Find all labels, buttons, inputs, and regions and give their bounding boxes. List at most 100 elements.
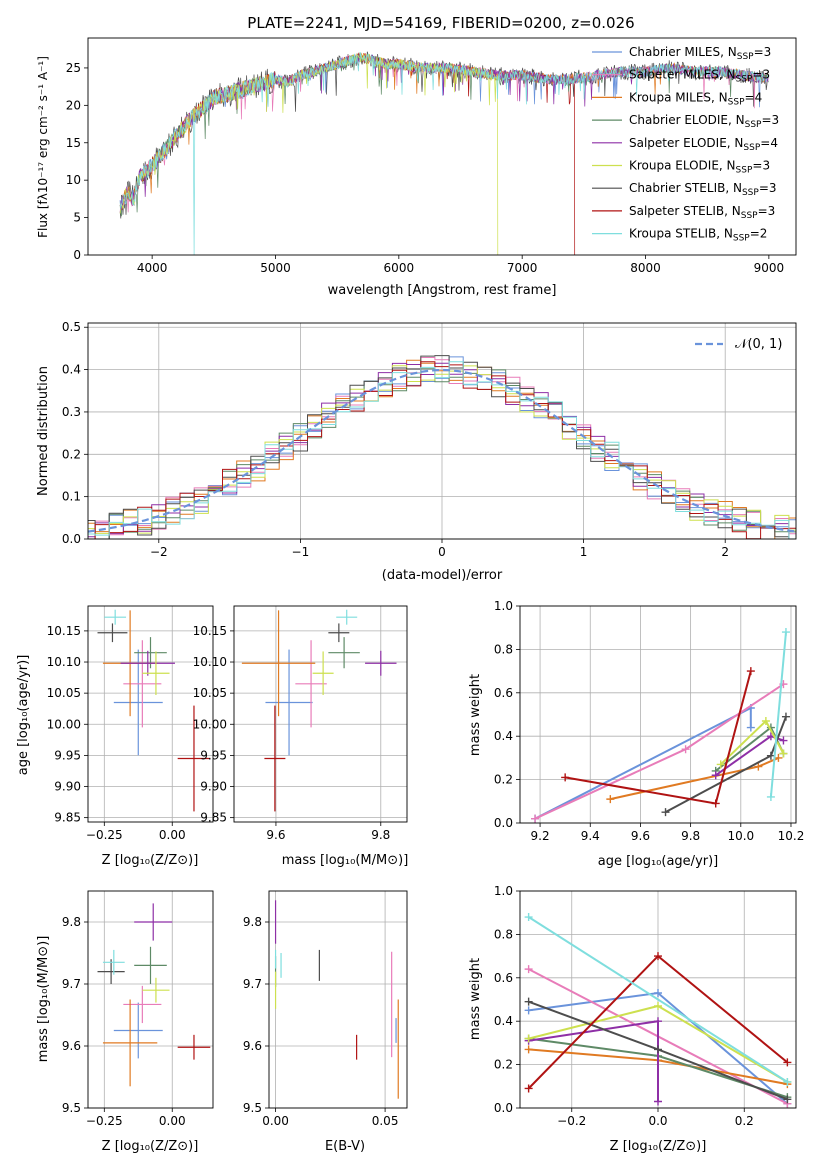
weight_vs_Z-marker (783, 1058, 792, 1067)
age_vs_mass-ytick-label: 10.05 (193, 686, 227, 700)
spectrum-xtick-label: 4000 (137, 261, 168, 275)
mass_vs_Z-points (97, 903, 211, 1087)
age_vs_Z-ytick-label: 10.00 (47, 717, 81, 731)
weight_vs_Z-marker (524, 1084, 533, 1093)
weight_vs_age-marker (766, 751, 775, 760)
mass_vs_ebv-axes: 0.00 0.05 9.5 9.6 9.7 9.8 (243, 891, 407, 1128)
mass_vs_Z-xtick-label: 0.00 (159, 1114, 186, 1128)
weight_vs_age-marker (561, 773, 570, 782)
age_vs_mass-axes: 9.6 9.8 9.85 9.90 9.95 10.00 10.05 10.10 10.15 (193, 606, 407, 842)
legend-label: Salpeter ELODIE, NSSP=4 (629, 136, 778, 153)
hist-lines (88, 355, 796, 539)
residual_hist-ytick-label: 0.3 (62, 405, 81, 419)
weight_vs_Z-marker (654, 988, 662, 997)
weight_vs_age-line (534, 706, 752, 820)
spectrum-ytick-label: 20 (66, 98, 81, 112)
weight_vs_Z-marker (524, 1045, 533, 1054)
weight_vs_Z-xtick-label: −0.2 (557, 1114, 586, 1128)
weight_vs_Z-frame (519, 890, 797, 1109)
residual_hist-xtick-label: 2 (721, 545, 729, 559)
weight_vs_age-xtick-label: 10.2 (778, 829, 805, 843)
mass_vs_ebv-xtick-label: 0.00 (262, 1114, 289, 1128)
weight_vs_age-axes: 9.2 9.4 9.6 9.8 10.0 10.2 0.0 0.2 0.4 0.6 0.8 1.0 (494, 599, 804, 843)
weight_vs_Z-ytick-label: 0.6 (494, 971, 513, 985)
legend-label: Salpeter MILES, NSSP=3 (629, 68, 770, 85)
residual_hist-ytick-label: 0.4 (62, 363, 81, 377)
weight_vs_Z-marker (524, 1006, 533, 1015)
mass_vs_ebv-frame (268, 890, 408, 1109)
spectrum-ytick-label: 5 (73, 211, 81, 225)
residual_hist-ytick-label: 0.1 (62, 490, 81, 504)
age_vs_Z-frame (87, 605, 214, 823)
age_vs_mass-ytick-label: 10.10 (193, 655, 227, 669)
age_vs_mass-frame (233, 605, 408, 823)
mass_vs_ebv-ytick-label: 9.7 (243, 977, 262, 991)
weight_vs_age-marker (781, 628, 790, 637)
legend-label: Kroupa ELODIE, NSSP=3 (629, 159, 770, 176)
weight_vs_age-marker (781, 712, 790, 721)
weight_vs_age-marker (779, 749, 788, 758)
weight_vs_age-xtick-label: 9.2 (531, 829, 550, 843)
weight_vs_age-xtick-label: 9.8 (681, 829, 700, 843)
weight_vs_age-marker (766, 792, 775, 801)
weight_vs_age-marker (711, 771, 720, 780)
legend-label: Salpeter STELIB, NSSP=3 (629, 204, 775, 221)
weight_vs_age-ytick-label: 0.2 (494, 773, 513, 787)
weight_vs_age-xtick-label: 9.6 (631, 829, 650, 843)
hist-legend-label: 𝒩(0, 1) (735, 337, 782, 352)
age_vs_mass-xtick-label: 9.6 (266, 828, 285, 842)
mass_vs_Z-ytick-label: 9.5 (62, 1101, 81, 1115)
age_vs_mass-ytick-label: 9.90 (200, 780, 227, 794)
age_vs_Z-ytick-label: 9.90 (54, 780, 81, 794)
weight_vs_age-ytick-label: 1.0 (494, 599, 513, 613)
weight_vs_Z-marker (654, 1017, 662, 1026)
mass_vs_Z-ytick-label: 9.6 (62, 1039, 81, 1053)
weight_vs_age-marker (716, 760, 725, 769)
weight_vs_Z-marker (783, 1077, 792, 1086)
spectrum-ytick-label: 0 (73, 248, 81, 262)
weight_vs_age-marker (746, 667, 755, 676)
age_vs_Z-ytick-label: 10.05 (47, 686, 81, 700)
weight_vs_Z-axes: −0.2 0.0 0.2 0.0 0.2 0.4 0.6 0.8 1.0 (494, 884, 796, 1128)
weight_vs_Z-marker (654, 1002, 662, 1011)
mass_vs_ebv-ytick-label: 9.6 (243, 1039, 262, 1053)
mass_vs_Z-axes: −0.25 0.00 9.5 9.6 9.7 9.8 (62, 891, 213, 1128)
weight_vs_age-marker (761, 717, 770, 726)
mass_vs_ebv-ytick-label: 9.8 (243, 915, 262, 929)
age_vs_mass-xtick-label: 9.8 (371, 828, 390, 842)
weight_vs_age-xtick-label: 9.4 (581, 829, 600, 843)
residual_hist-xtick-label: 0 (438, 545, 446, 559)
spectrum-xlabel: wavelength [Angstrom, rest frame] (328, 283, 557, 298)
hist-frame (87, 322, 797, 540)
residual_hist-ytick-label: 0.5 (62, 320, 81, 334)
weight_vs_Z-ytick-label: 0.4 (494, 1014, 513, 1028)
weight_vs_Z-marker (654, 952, 662, 961)
spectrum-legend: Chabrier MILES, NSSP=3 Salpeter MILES, NS… (592, 45, 779, 244)
spectrum-frame (87, 37, 797, 256)
spectrum-ylabel: Flux [fλ10⁻¹⁷ erg cm⁻² s⁻¹ A⁻¹] (36, 56, 50, 238)
weight_vs_age-ytick-label: 0.8 (494, 642, 513, 656)
agemass-xlabel: mass [log₁₀(M/M⊙)] (282, 853, 409, 868)
weight_vs_age-lines (531, 628, 790, 823)
spectrum-axes: 4000 5000 6000 7000 8000 9000 0 5 10 15 20 25 (66, 61, 784, 275)
weight_vs_Z-marker (654, 1097, 662, 1106)
residual_hist-xtick-label: −2 (150, 545, 168, 559)
weight_vs_Z-marker (524, 1034, 533, 1043)
residual_hist-ytick-label: 0.0 (62, 532, 81, 546)
age_vs_mass-ytick-label: 9.85 (200, 811, 227, 825)
ageZ-ylabel: age [log₁₀(age/yr)] (16, 655, 31, 776)
weight_vs_Z-ytick-label: 1.0 (494, 884, 513, 898)
age_vs_Z-ytick-label: 10.15 (47, 624, 81, 638)
spectrum-ytick-label: 15 (66, 136, 81, 150)
wage-ylabel: mass weight (468, 674, 483, 756)
age_vs_Z-ytick-label: 10.10 (47, 655, 81, 669)
spectrum-xtick-label: 5000 (260, 261, 291, 275)
hist-xlabel: (data-model)/error (382, 568, 503, 583)
ageZ-xlabel: Z [log₁₀(Z/Z⊙)] (102, 853, 199, 868)
weight_vs_age-frame (519, 605, 797, 824)
massZ-xlabel: Z [log₁₀(Z/Z⊙)] (102, 1139, 199, 1154)
spectrum-xtick-label: 9000 (754, 261, 785, 275)
residual_hist-xtick-label: −1 (292, 545, 310, 559)
age_vs_Z-points (97, 609, 211, 812)
weight_vs_Z-ytick-label: 0.0 (494, 1101, 513, 1115)
